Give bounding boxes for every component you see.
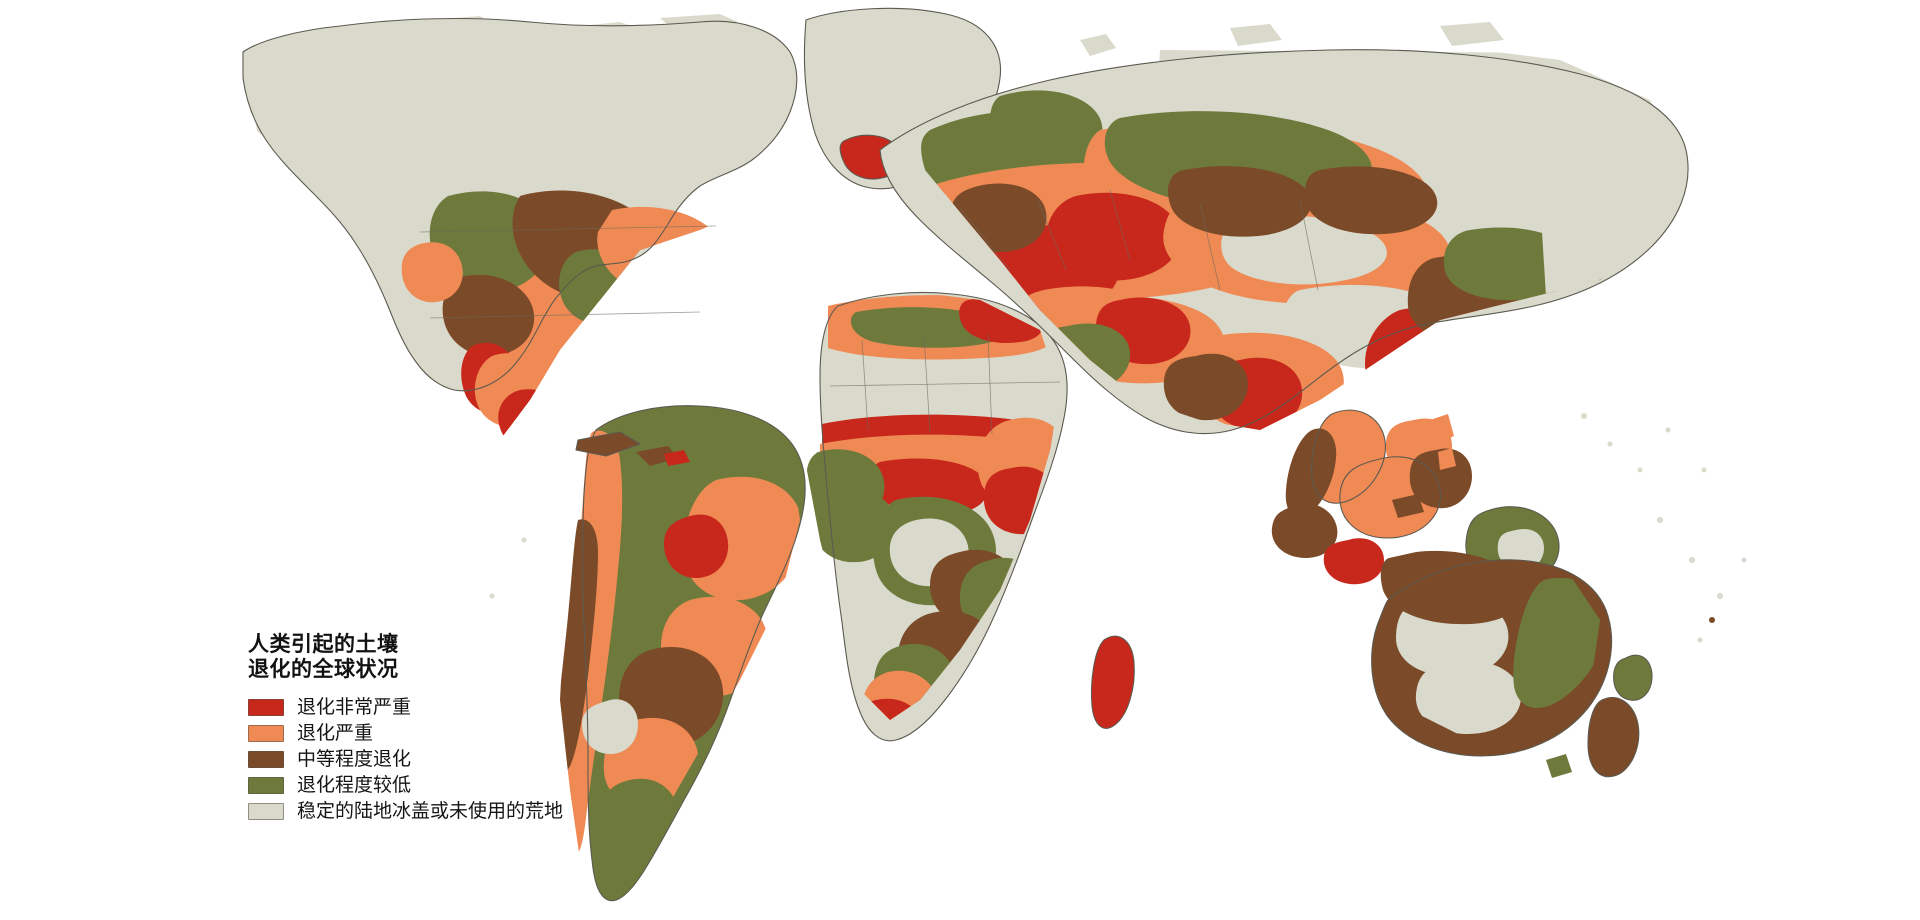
legend-swatch-moderate <box>248 750 284 768</box>
arctic-islands <box>1080 22 1504 56</box>
region-south-america <box>560 405 806 902</box>
legend-item-moderate[interactable]: 中等程度退化 <box>248 746 563 772</box>
legend-item-list: 退化非常严重 退化严重 中等程度退化 退化程度较低 稳定的陆地冰盖或未使用的荒地 <box>248 694 563 824</box>
legend-label-low: 退化程度较低 <box>297 774 412 796</box>
legend-swatch-stable <box>248 802 284 820</box>
region-new-zealand <box>1587 654 1653 778</box>
legend-item-severe[interactable]: 退化严重 <box>248 720 563 746</box>
legend-title: 人类引起的土壤 退化的全球状况 <box>248 632 399 681</box>
region-southeast-asia <box>1271 409 1560 585</box>
region-madagascar <box>1091 636 1135 729</box>
legend-label-stable: 稳定的陆地冰盖或未使用的荒地 <box>297 800 564 822</box>
legend-swatch-severe <box>248 724 284 742</box>
legend-item-very-severe[interactable]: 退化非常严重 <box>248 694 563 720</box>
pacific-islands <box>293 413 1747 650</box>
region-africa <box>806 291 1135 742</box>
map-legend: 人类引起的土壤 退化的全球状况 退化非常严重 退化严重 中等程度退化 退化程度较… <box>246 632 563 824</box>
legend-swatch-low <box>248 776 284 794</box>
legend-label-moderate: 中等程度退化 <box>297 748 412 770</box>
region-caribbean <box>575 431 690 466</box>
region-philippines <box>1430 414 1456 470</box>
legend-label-very-severe: 退化非常严重 <box>297 696 412 718</box>
region-australia <box>1371 550 1613 778</box>
legend-swatch-very-severe <box>248 698 284 716</box>
legend-label-severe: 退化严重 <box>297 722 374 744</box>
legend-item-stable[interactable]: 稳定的陆地冰盖或未使用的荒地 <box>248 798 563 824</box>
legend-item-low[interactable]: 退化程度较低 <box>248 772 563 798</box>
